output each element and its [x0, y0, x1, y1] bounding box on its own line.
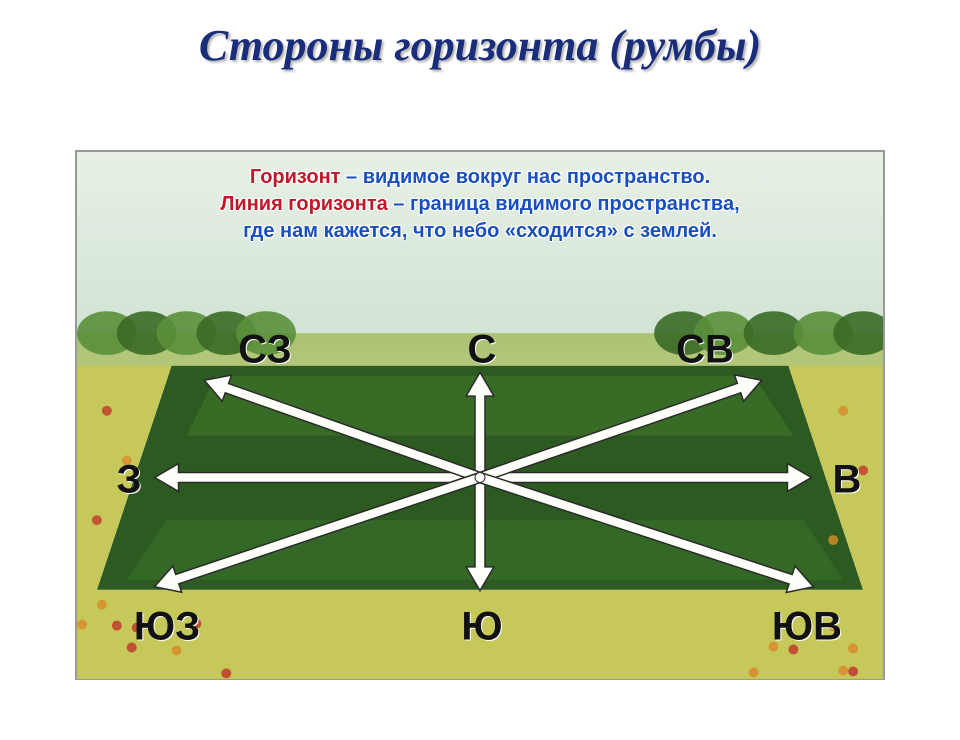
compass-arrow [478, 473, 813, 593]
direction-label-nw: СЗ [238, 328, 291, 373]
direction-label-w: З [116, 458, 141, 503]
compass-arrow [480, 464, 811, 492]
compass-arrow [155, 464, 480, 492]
figure-box: Горизонт – видимое вокруг нас пространст… [75, 150, 885, 680]
compass-arrow [466, 478, 494, 591]
direction-label-sw: ЮЗ [134, 605, 200, 650]
page-title: Стороны горизонта (румбы) [0, 20, 960, 71]
direction-label-ne: СВ [676, 328, 734, 373]
compass-arrow [204, 375, 481, 482]
direction-label-n: С [468, 328, 497, 373]
direction-label-e: В [833, 458, 862, 503]
compass-arrow [478, 375, 761, 482]
direction-label-se: ЮВ [772, 605, 842, 650]
compass-arrow [155, 473, 482, 592]
direction-label-s: Ю [461, 605, 502, 650]
compass-arrow [466, 372, 494, 477]
compass-svg [77, 152, 883, 678]
